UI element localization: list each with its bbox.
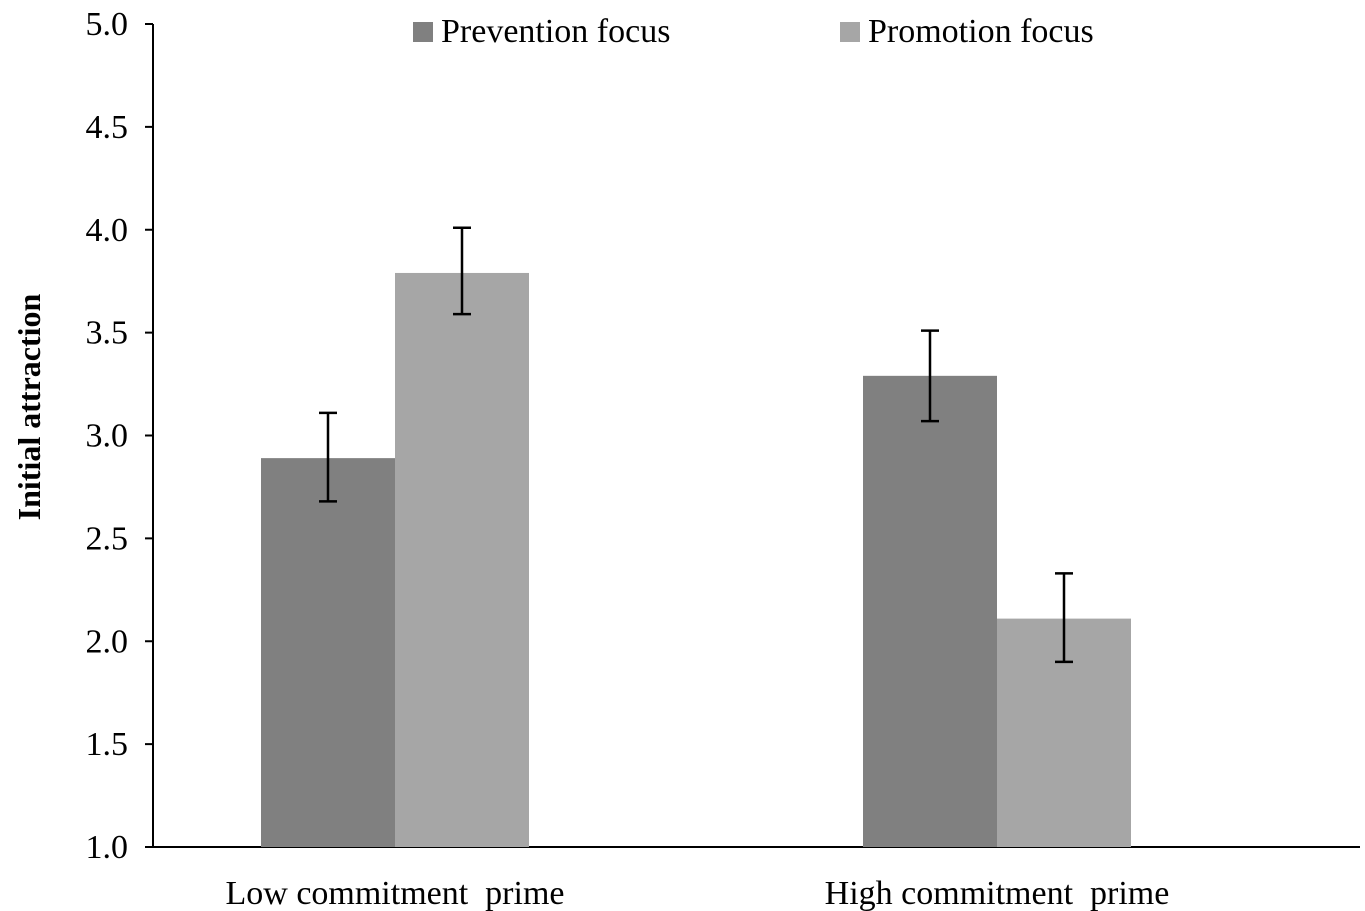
legend-label: Promotion focus bbox=[868, 13, 1094, 50]
legend-swatch bbox=[840, 22, 860, 42]
error-bar bbox=[319, 411, 337, 503]
bar-prevention-low bbox=[261, 458, 395, 847]
x-categories: Low commitment prime High commitment prim… bbox=[226, 875, 1170, 911]
y-axis-label: Initial attraction bbox=[11, 293, 47, 520]
error-bar bbox=[453, 226, 471, 316]
bar-prevention-high bbox=[863, 375, 997, 847]
y-tick-label: 4.5 bbox=[86, 109, 129, 146]
y-tick-label: 3.0 bbox=[86, 418, 129, 455]
y-tick-label: 1.0 bbox=[86, 829, 129, 866]
y-tick-label: 2.5 bbox=[86, 520, 129, 557]
bars bbox=[261, 272, 1131, 847]
legend-item: Promotion focus bbox=[840, 13, 1094, 50]
y-tick-label: 4.0 bbox=[86, 212, 129, 249]
legend-item: Prevention focus bbox=[413, 13, 670, 50]
legend: Prevention focus Promotion focus bbox=[413, 13, 1094, 50]
y-tick-label: 5.0 bbox=[86, 6, 129, 43]
x-category-label: Low commitment prime bbox=[226, 875, 565, 911]
error-bars bbox=[319, 226, 1073, 664]
error-bar bbox=[921, 329, 939, 423]
x-category-label: High commitment prime bbox=[825, 875, 1170, 911]
legend-label: Prevention focus bbox=[441, 13, 670, 50]
y-tick-label: 2.0 bbox=[86, 623, 129, 660]
y-tick-label: 3.5 bbox=[86, 315, 129, 352]
bar-promotion-low bbox=[395, 272, 529, 847]
y-ticks: 1.0 1.5 2.0 2.5 3.0 3.5 4.0 4.5 5.0 bbox=[86, 6, 153, 866]
error-bar bbox=[1055, 572, 1073, 664]
y-tick-label: 1.5 bbox=[86, 726, 129, 763]
legend-swatch bbox=[413, 22, 433, 42]
